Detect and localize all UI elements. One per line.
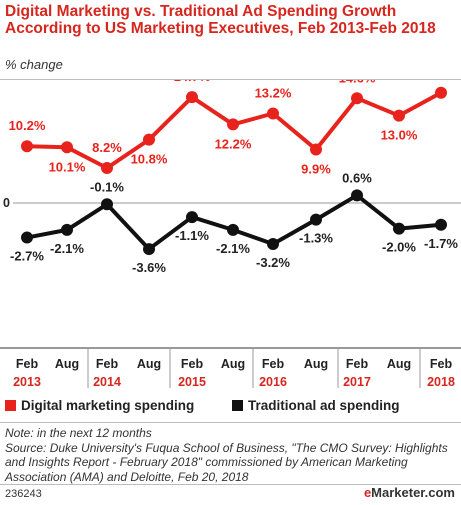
x-tick-label: Feb	[430, 357, 453, 371]
legend-swatch-traditional	[232, 400, 243, 411]
digital-point	[351, 92, 363, 105]
traditional-data-label: -3.2%	[256, 255, 290, 270]
digital-data-label: 13.2%	[255, 86, 292, 101]
x-tick-label: Aug	[137, 357, 161, 371]
x-tick-label: Feb	[262, 357, 285, 371]
traditional-point	[186, 211, 198, 224]
digital-point	[393, 109, 405, 122]
year-label: 2018	[427, 375, 455, 389]
series-layer: 10.2% 10.1% 8.2% 10.8% 14.7% 12.2% 13.2% 9.9% 14…	[9, 80, 459, 275]
digital-point	[61, 141, 73, 154]
chart-title: Digital Marketing vs. Traditional Ad Spe…	[5, 3, 436, 37]
source-text: Source: Duke University's Fuqua School o…	[5, 440, 448, 484]
chart-id: 236243	[5, 488, 42, 500]
traditional-data-label: -2.1%	[216, 241, 250, 256]
digital-point	[310, 143, 322, 156]
top-rule	[0, 79, 461, 80]
traditional-data-label: 0.6%	[342, 170, 372, 185]
traditional-data-label: -1.1%	[175, 228, 209, 243]
traditional-point	[267, 237, 279, 250]
x-tick-label: Feb	[16, 357, 39, 371]
year-label: 2015	[178, 375, 206, 389]
footnote: Note: in the next 12 months Source: Duke…	[5, 426, 457, 484]
traditional-data-label: -1.3%	[299, 231, 333, 246]
digital-point	[186, 91, 198, 104]
legend-label-digital: Digital marketing spending	[21, 398, 195, 413]
digital-data-label: 10.2%	[9, 118, 46, 133]
brand-rest: Marketer.com	[371, 485, 455, 500]
grid-layer: 0	[3, 196, 461, 210]
legend-label-traditional: Traditional ad spending	[248, 398, 400, 413]
digital-data-label: 13.0%	[381, 128, 418, 143]
traditional-point	[61, 223, 73, 236]
line-chart: 0 10.2% 10.1% 8.2% 10.8% 14.7% 12.2% 13.2% 9.9%…	[0, 80, 461, 389]
x-tick-label: Aug	[304, 357, 328, 371]
digital-point	[435, 86, 447, 99]
footer-rule	[0, 484, 461, 485]
legend-rule	[0, 422, 461, 423]
digital-data-label: 10.8%	[131, 152, 168, 167]
digital-data-label: 8.2%	[92, 140, 122, 155]
digital-data-label: 10.1%	[49, 159, 86, 174]
brand-e: e	[363, 485, 372, 500]
note-text: Note: in the next 12 months	[5, 426, 152, 440]
traditional-data-label: -2.7%	[10, 249, 44, 264]
traditional-data-label: -1.7%	[424, 236, 458, 251]
traditional-point	[393, 222, 405, 235]
digital-data-label: 14.6%	[339, 80, 376, 85]
legend-item-traditional: Traditional ad spending	[232, 398, 400, 413]
digital-data-label: 14.7%	[174, 80, 211, 84]
traditional-point	[227, 223, 239, 236]
legend: Digital marketing spending Traditional a…	[0, 398, 461, 418]
digital-line	[26, 91, 442, 170]
traditional-point	[143, 243, 155, 256]
year-label: 2014	[93, 375, 121, 389]
x-tick-label: Feb	[346, 357, 369, 371]
traditional-point	[101, 198, 113, 211]
x-tick-label: Aug	[221, 357, 245, 371]
chart-subtitle: % change	[5, 57, 63, 72]
zero-tick-label: 0	[3, 196, 10, 210]
digital-point	[101, 162, 113, 174]
digital-point	[227, 118, 239, 131]
digital-point	[21, 140, 33, 153]
traditional-point	[21, 231, 33, 244]
digital-data-label: 9.9%	[301, 161, 331, 176]
traditional-data-label: -2.0%	[382, 240, 416, 255]
digital-point	[143, 133, 155, 146]
x-tick-label: Aug	[55, 357, 79, 371]
year-label: 2016	[259, 375, 287, 389]
year-label: 2017	[343, 375, 371, 389]
x-tick-label: Feb	[96, 357, 119, 371]
axis-layer: Feb Aug Feb Aug Feb Aug Feb Aug Feb Aug Feb 2013 201…	[0, 347, 461, 389]
legend-item-digital: Digital marketing spending	[5, 398, 194, 413]
traditional-point	[435, 218, 447, 231]
digital-data-label: 12.2%	[215, 136, 252, 151]
brand-logo: eMarketer.com	[364, 485, 455, 500]
traditional-point	[310, 213, 322, 226]
traditional-data-label: -2.1%	[50, 241, 84, 256]
legend-swatch-digital	[5, 400, 16, 411]
x-tick-label: Aug	[387, 357, 411, 371]
traditional-data-label: -0.1%	[90, 179, 124, 194]
digital-point	[267, 107, 279, 120]
traditional-data-label: -3.6%	[132, 260, 166, 275]
traditional-point	[351, 189, 363, 202]
year-label: 2013	[13, 375, 41, 389]
x-tick-label: Feb	[181, 357, 204, 371]
